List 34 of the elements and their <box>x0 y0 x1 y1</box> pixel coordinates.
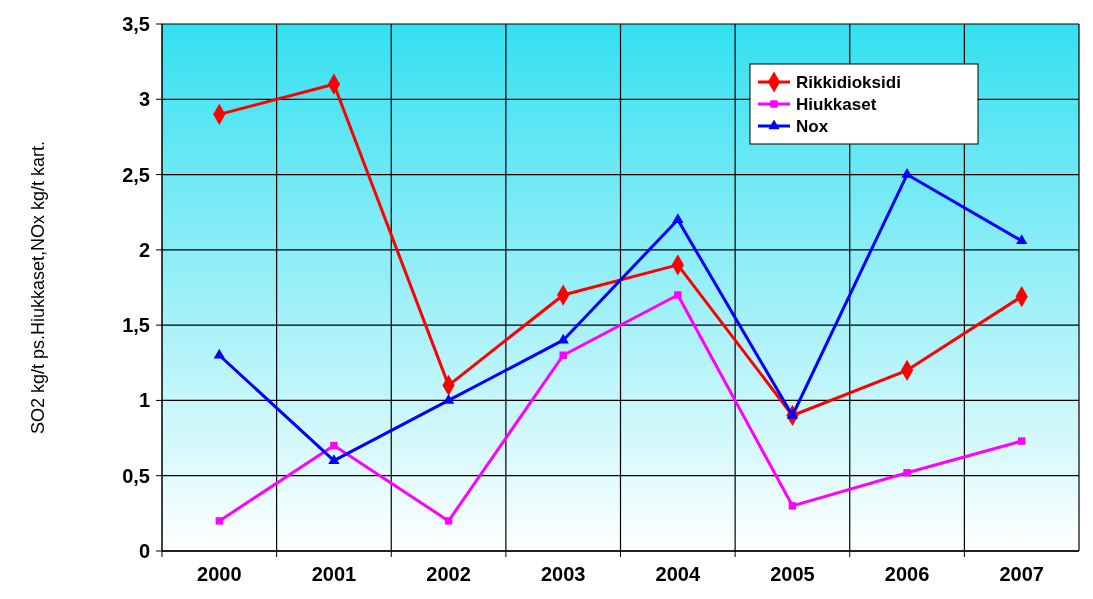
legend-label: Rikkidioksidi <box>796 72 901 92</box>
point <box>559 351 567 359</box>
point <box>786 408 799 419</box>
point <box>213 348 225 359</box>
point <box>903 468 911 477</box>
y-axis-title: SO2 kg/t ps.Hiukkaset,NOx kg/t kart. <box>28 140 48 435</box>
point <box>1016 234 1028 245</box>
y-tick-label: 2,5 <box>122 163 150 186</box>
y-tick-label: 0,5 <box>122 464 150 487</box>
y-tick-label: 1 <box>138 389 150 412</box>
y-tick-label: 3,5 <box>122 13 150 35</box>
y-tick-label: 1,5 <box>122 314 150 337</box>
x-tick-label: 2002 <box>426 563 471 585</box>
y-tick-label: 0 <box>138 540 150 562</box>
point <box>788 502 797 510</box>
point <box>901 168 913 178</box>
x-tick-label: 2003 <box>540 563 586 585</box>
point <box>674 291 682 299</box>
x-tick-label: 2005 <box>770 563 815 585</box>
point <box>444 517 453 525</box>
x-tick-label: 2006 <box>884 563 930 585</box>
y-tick-label: 3 <box>138 88 150 111</box>
x-tick-label: 2000 <box>197 563 242 585</box>
x-tick-label: 2001 <box>311 563 357 585</box>
point <box>328 454 340 464</box>
x-tick-label: 2007 <box>999 563 1044 585</box>
legend-label: Nox <box>796 116 829 136</box>
legend-label: Hiukkaset <box>796 94 877 114</box>
point <box>330 441 338 450</box>
x-tick-label: 2004 <box>655 563 701 585</box>
point <box>1017 437 1026 445</box>
point <box>672 213 684 223</box>
y-tick-label: 2 <box>138 238 150 261</box>
point <box>215 517 224 525</box>
